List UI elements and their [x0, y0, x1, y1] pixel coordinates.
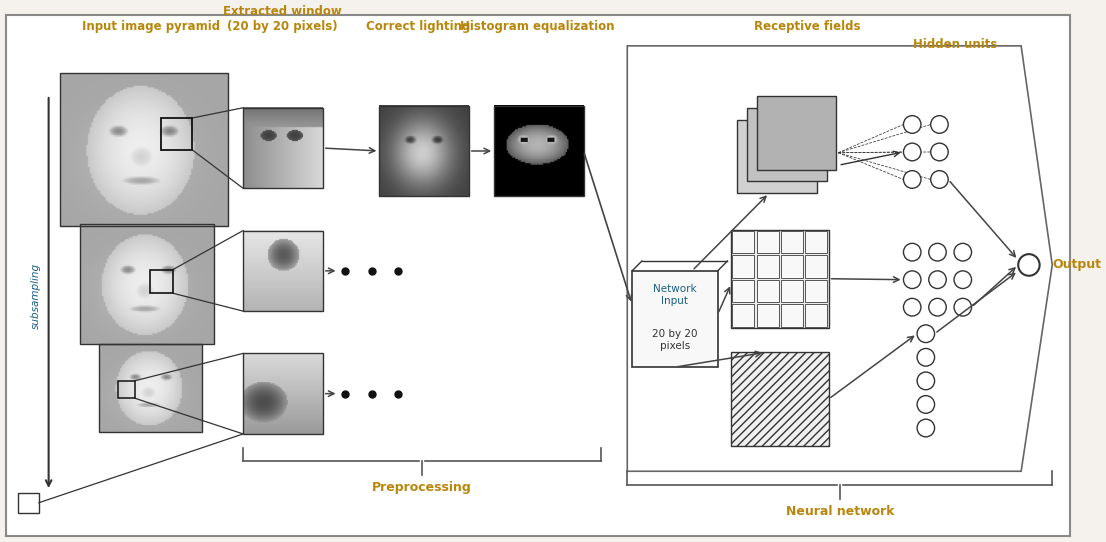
Text: Neural network: Neural network [785, 505, 894, 518]
Bar [117, 380, 135, 398]
Bar [732, 305, 754, 327]
Bar [243, 230, 323, 311]
Circle shape [917, 419, 935, 437]
Bar [781, 231, 803, 253]
Text: 20 by 20
pixels: 20 by 20 pixels [653, 330, 698, 351]
Bar [757, 280, 779, 302]
Circle shape [904, 298, 921, 316]
Circle shape [904, 143, 921, 161]
Bar [781, 305, 803, 327]
Circle shape [904, 271, 921, 288]
Bar [732, 231, 754, 253]
Circle shape [917, 349, 935, 366]
Bar [243, 108, 323, 188]
Text: Input image pyramid: Input image pyramid [82, 20, 220, 33]
Bar [731, 230, 828, 328]
Bar [18, 493, 39, 513]
Circle shape [917, 396, 935, 414]
Circle shape [904, 115, 921, 133]
Bar [494, 106, 584, 196]
Circle shape [930, 171, 948, 188]
Bar [731, 352, 828, 446]
Bar [757, 305, 779, 327]
Bar [732, 280, 754, 302]
Bar [805, 280, 827, 302]
Text: Hidden units: Hidden units [912, 38, 998, 51]
Bar [747, 108, 826, 182]
Circle shape [917, 372, 935, 390]
Bar [149, 269, 173, 293]
Circle shape [929, 243, 947, 261]
Circle shape [929, 298, 947, 316]
Bar [160, 118, 191, 150]
Bar [757, 255, 779, 278]
Bar [633, 271, 718, 367]
Text: Correct lighting: Correct lighting [366, 20, 470, 33]
Circle shape [954, 298, 971, 316]
Circle shape [917, 325, 935, 343]
Bar [757, 231, 779, 253]
Circle shape [1019, 254, 1040, 276]
Bar [757, 96, 836, 170]
Bar [732, 255, 754, 278]
Bar [100, 344, 202, 432]
Bar [805, 231, 827, 253]
Text: Histogram equalization: Histogram equalization [460, 20, 614, 33]
Circle shape [930, 143, 948, 161]
Bar [243, 353, 323, 434]
Circle shape [904, 171, 921, 188]
Circle shape [954, 271, 971, 288]
Bar [781, 255, 803, 278]
Bar [80, 224, 213, 344]
Text: Network
Input: Network Input [654, 284, 697, 306]
Bar [781, 280, 803, 302]
Bar [805, 255, 827, 278]
Circle shape [929, 271, 947, 288]
Circle shape [930, 115, 948, 133]
Circle shape [954, 243, 971, 261]
Text: Output: Output [1052, 259, 1102, 272]
Bar [61, 73, 228, 225]
Circle shape [904, 243, 921, 261]
Bar [379, 106, 469, 196]
Bar [805, 305, 827, 327]
Text: Preprocessing: Preprocessing [373, 481, 472, 494]
Text: subsampling: subsampling [31, 263, 41, 330]
Text: Extracted window
(20 by 20 pixels): Extracted window (20 by 20 pixels) [222, 5, 342, 33]
Bar [738, 120, 817, 193]
Text: Receptive fields: Receptive fields [754, 20, 860, 33]
